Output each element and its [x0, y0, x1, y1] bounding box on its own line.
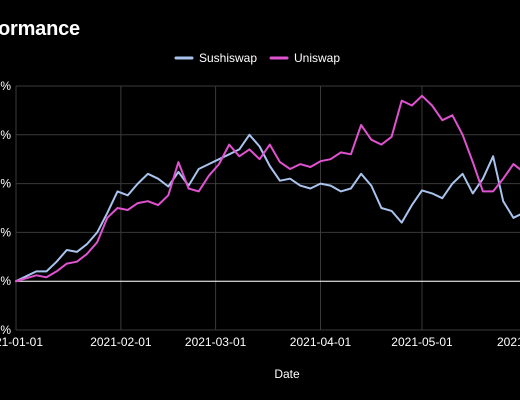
chart-grid [15, 85, 520, 331]
y-tick-label: % [0, 79, 11, 93]
y-tick-label: % [0, 128, 11, 142]
x-tick-label: 2021 [497, 335, 520, 349]
x-tick-label: 21-01-01 [0, 335, 43, 349]
series-line-uniswap [15, 94, 520, 283]
x-tick-label: 2021-05-01 [391, 335, 453, 349]
y-tick-label: % [0, 225, 11, 239]
y-tick-label: % [0, 323, 11, 337]
chart-title: ormance [0, 18, 80, 40]
x-tick-label: 2021-02-01 [90, 335, 152, 349]
series-line-sushiswap [15, 133, 520, 283]
x-tick-label: 2021-04-01 [290, 335, 352, 349]
y-tick-label: % [0, 274, 11, 288]
legend-label-uniswap: Uniswap [294, 51, 340, 65]
series-lines [15, 94, 520, 283]
y-axis-tick-labels: %%%%%% [0, 79, 11, 337]
legend: Sushiswap Uniswap [174, 51, 340, 65]
legend-label-sushiswap: Sushiswap [199, 51, 257, 65]
x-tick-label: 2021-03-01 [185, 335, 247, 349]
x-axis-title: Date [274, 367, 300, 381]
y-tick-label: % [0, 177, 11, 191]
x-axis-tick-labels: 21-01-01 2021-02-01 2021-03-01 2021-04-01 20… [0, 335, 520, 349]
